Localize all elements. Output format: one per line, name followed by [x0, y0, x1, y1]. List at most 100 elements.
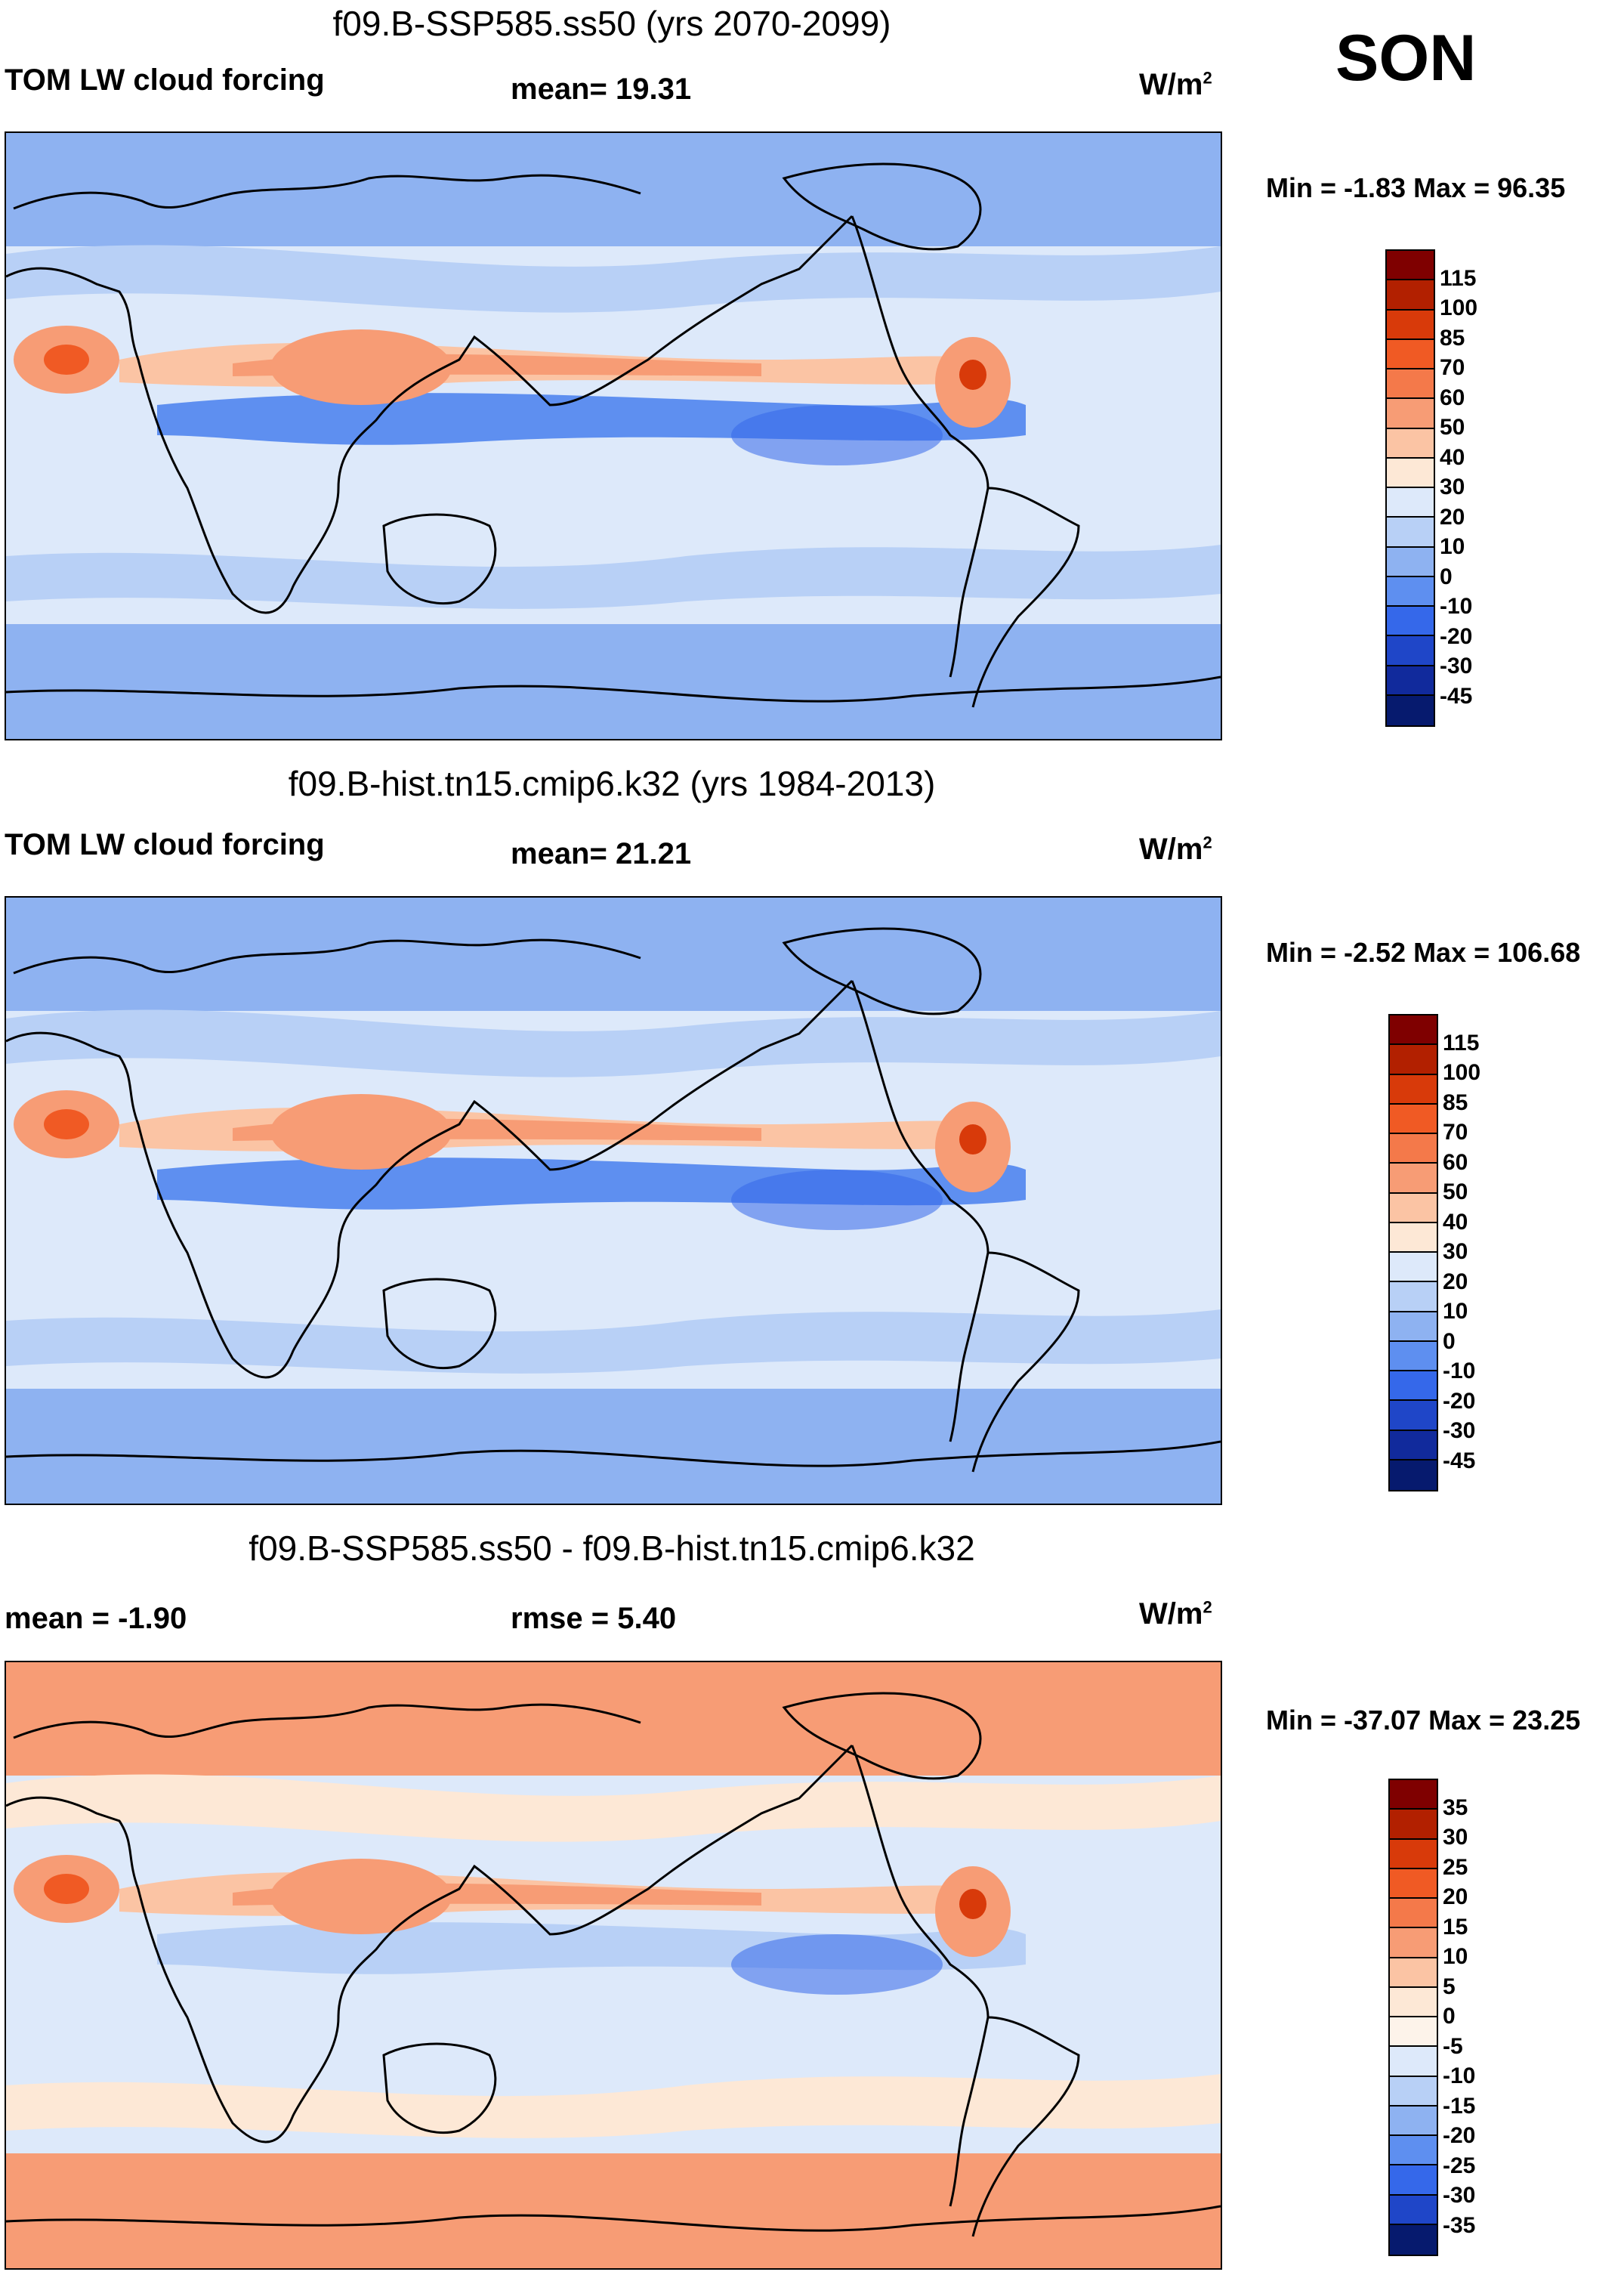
coastline: [6, 1440, 1221, 1467]
colorbar-swatch: [1390, 1460, 1437, 1490]
colorbar-swatch: [1387, 310, 1434, 340]
midlat-band-south: [6, 545, 1221, 609]
colorbar-swatch: [1390, 1899, 1437, 1929]
colorbar-tick-label: 70: [1443, 1120, 1468, 1145]
colorbar-swatch: [1390, 1780, 1437, 1810]
coastline: [851, 1745, 990, 2207]
colorbar-swatch: [1390, 1223, 1437, 1253]
colorbar-swatch: [1387, 399, 1434, 429]
colorbar-tick-label: 115: [1440, 265, 1477, 291]
amazon-convection-core: [959, 360, 986, 390]
coastline: [782, 1692, 982, 1780]
colorbar-tick-label: 60: [1440, 385, 1465, 410]
coastline: [6, 675, 1221, 703]
colorbar-tick-label: -30: [1443, 1418, 1476, 1443]
panel-1-colorbar-ticks: 115 100 85 70 60 50 40 30 20 10 0 -10 -20 -30 -45: [1435, 249, 1526, 727]
colorbar-tick-label: 50: [1443, 1179, 1468, 1204]
colorbar-swatch: [1390, 2047, 1437, 2077]
colorbar-tick-label: 35: [1443, 1794, 1468, 1820]
colorbar-swatch: [1390, 2195, 1437, 2225]
panel-2-map: [5, 896, 1222, 1505]
panel-2-min-max: Min = -2.52 Max = 106.68: [1266, 937, 1581, 968]
panel-3-min-max: Min = -37.07 Max = 23.25: [1266, 1705, 1581, 1736]
colorbar-tick-label: -45: [1440, 683, 1473, 709]
coastline: [782, 927, 982, 1015]
colorbar-swatch: [1390, 1074, 1437, 1105]
polar-band-north: [6, 1662, 1221, 1776]
coastline: [382, 1278, 497, 1370]
polar-band-south: [6, 2153, 1221, 2268]
panel-3-units: W/m2: [1139, 1597, 1212, 1631]
colorbar-tick-label: -5: [1443, 2033, 1463, 2059]
midlat-band-north: [6, 1009, 1221, 1077]
southeast-pacific-minimum: [731, 1934, 943, 1995]
colorbar-swatch: [1390, 2076, 1437, 2107]
colorbar-swatch: [1387, 280, 1434, 311]
colorbar-swatch: [1387, 607, 1434, 637]
colorbar-tick-label: 20: [1443, 1884, 1468, 1909]
season-label: SON: [1335, 22, 1477, 94]
colorbar-swatch: [1390, 1928, 1437, 1958]
polar-band-north: [6, 898, 1221, 1011]
colorbar-swatch: [1390, 2017, 1437, 2048]
colorbar-tick-label: 100: [1443, 1060, 1481, 1085]
coastline: [382, 513, 497, 605]
colorbar-swatch: [1387, 369, 1434, 400]
colorbar-swatch: [1390, 2165, 1437, 2196]
panel-1-min-max: Min = -1.83 Max = 96.35: [1266, 172, 1566, 203]
colorbar-swatch: [1390, 1015, 1437, 1046]
colorbar-tick-label: 30: [1443, 1825, 1468, 1850]
colorbar-swatch: [1390, 1134, 1437, 1164]
africa-convection-core: [44, 1874, 89, 1904]
colorbar-tick-label: 10: [1443, 1944, 1468, 1969]
colorbar-tick-label: 60: [1443, 1149, 1468, 1175]
colorbar-tick-label: 0: [1440, 564, 1453, 589]
colorbar-swatch: [1390, 1104, 1437, 1134]
panel-1-units: W/m2: [1139, 68, 1212, 101]
colorbar-tick-label: 0: [1443, 1328, 1456, 1354]
colorbar-swatch: [1390, 1164, 1437, 1194]
panel-2-colorbar-ticks: 115 100 85 70 60 50 40 30 20 10 0 -10 -20 -30 -45: [1438, 1014, 1529, 1491]
colorbar-swatch: [1387, 339, 1434, 369]
colorbar-swatch: [1390, 1958, 1437, 1988]
panel-1-colorbar: [1385, 249, 1435, 727]
southeast-pacific-minimum: [731, 405, 943, 465]
colorbar-tick-label: 40: [1440, 444, 1465, 470]
coastline: [6, 979, 854, 1379]
maritime-continent-convection: [270, 1859, 452, 1934]
colorbar-swatch: [1387, 666, 1434, 696]
colorbar-tick-label: 30: [1440, 474, 1465, 499]
contour-field: [6, 898, 1221, 1504]
colorbar-swatch: [1390, 1341, 1437, 1371]
colorbar-swatch: [1387, 251, 1434, 281]
colorbar-swatch: [1390, 1987, 1437, 2017]
southeast-pacific-minimum: [731, 1170, 943, 1230]
colorbar-tick-label: -30: [1440, 654, 1473, 678]
colorbar-swatch: [1390, 2224, 1437, 2255]
coastline: [851, 980, 990, 1442]
panel-3-colorbar-ticks: 35 30 25 20 15 10 5 0 -5 -10 -15 -20 -25 -30 -35: [1438, 1779, 1529, 2256]
colorbar-tick-label: -20: [1443, 1388, 1476, 1414]
colorbar-swatch: [1387, 576, 1434, 607]
colorbar-tick-label: -20: [1443, 2123, 1476, 2148]
colorbar-swatch: [1387, 636, 1434, 666]
amazon-convection-core: [959, 1889, 986, 1919]
coastline: [6, 1744, 854, 2144]
coastline: [971, 1251, 1080, 1473]
colorbar-swatch: [1390, 1193, 1437, 1223]
colorbar-tick-label: 85: [1440, 325, 1465, 351]
contour-field: [6, 133, 1221, 739]
coastline: [971, 2016, 1080, 2237]
colorbar-tick-label: -20: [1440, 623, 1473, 649]
colorbar-tick-label: -15: [1443, 2093, 1476, 2119]
colorbar-tick-label: -10: [1440, 594, 1473, 619]
panel-1-map: [5, 131, 1222, 740]
polar-band-south: [6, 624, 1221, 739]
panel-1-title: f09.B-SSP585.ss50 (yrs 2070-2099): [332, 4, 891, 43]
colorbar-tick-label: 30: [1443, 1239, 1468, 1264]
coastline: [6, 2205, 1221, 2232]
coastline: [971, 487, 1080, 708]
colorbar-tick-label: 40: [1443, 1209, 1468, 1235]
panel-3-rmse-label: rmse = 5.40: [511, 1602, 677, 1635]
midlat-band-south: [6, 2074, 1221, 2138]
